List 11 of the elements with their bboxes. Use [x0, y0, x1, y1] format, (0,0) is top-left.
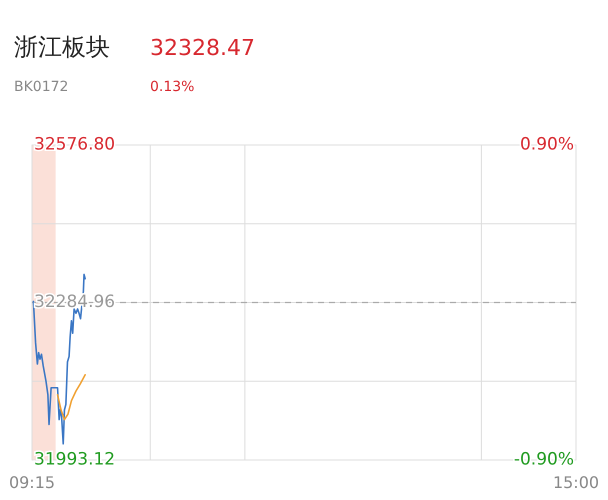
y2-tick-label: -0.90% — [514, 450, 574, 470]
x-tick-label: 15:00 — [552, 473, 600, 492]
text: 32328.47 — [150, 36, 255, 61]
y2-tick-label: 0.90% — [520, 134, 574, 155]
chart-subtitle: BK0172 — [14, 79, 68, 95]
y-tick-label: 31993.12 — [34, 450, 116, 470]
text: 0.13% — [150, 79, 194, 95]
line-series — [56, 374, 86, 420]
y-tick-label: 32576.80 — [34, 134, 116, 155]
x-tick-label: 09:15 — [8, 473, 56, 492]
chart-title: 浙江板块 — [14, 33, 110, 61]
